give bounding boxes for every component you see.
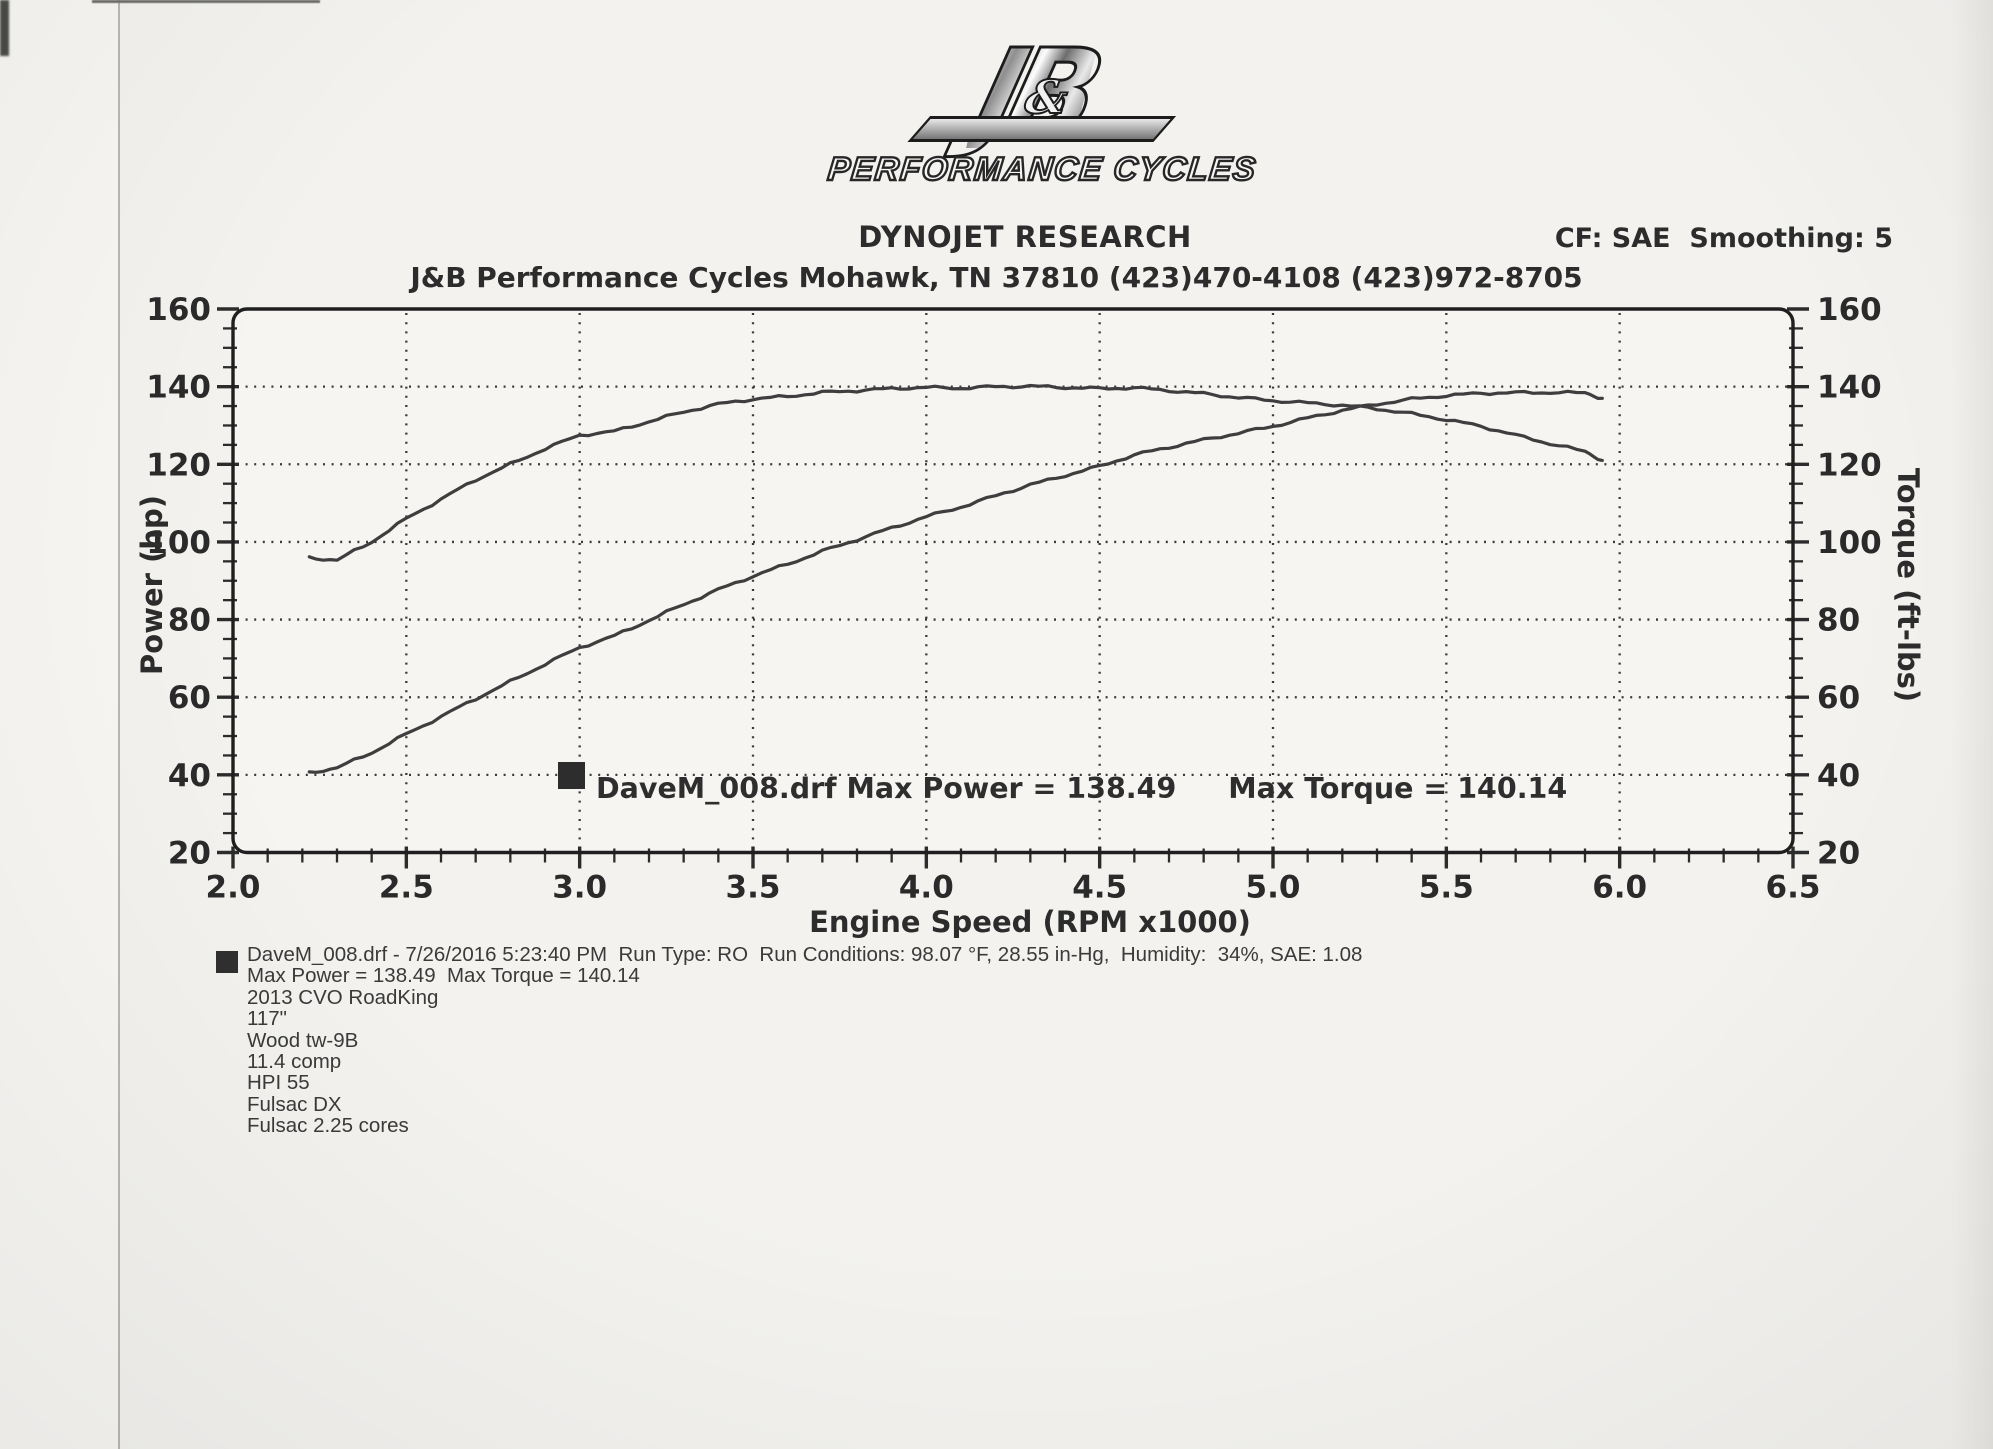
- y-tick-label-left: 100: [146, 525, 211, 561]
- y-tick-label-left: 140: [146, 370, 211, 406]
- x-tick-label: 2.0: [206, 870, 261, 906]
- y-tick-label-right: 120: [1817, 447, 1882, 483]
- run-info-line: HPI 55: [247, 1071, 310, 1095]
- scan-fold-line: [118, 0, 120, 1449]
- run-info-line: 117": [247, 1007, 287, 1031]
- run-info-line: DaveM_008.drf - 7/26/2016 5:23:40 PM Run…: [247, 943, 1363, 966]
- run-info-block: DaveM_008.drf - 7/26/2016 5:23:40 PM Run…: [247, 944, 1362, 1137]
- y-tick-label-left: 60: [168, 680, 211, 716]
- y-axis-label-power: Power (hp): [135, 495, 169, 675]
- scan-margin-strip: [0, 0, 118, 1449]
- run-legend-swatch: [216, 951, 238, 973]
- x-tick-label: 4.5: [1072, 870, 1127, 906]
- y-tick-label-right: 80: [1817, 603, 1860, 639]
- run-info-line: Fulsac DX: [247, 1092, 342, 1116]
- y-tick-label-right: 100: [1817, 525, 1882, 561]
- scan-corner-artifact: [0, 0, 9, 56]
- run-info-line: 11.4 comp: [247, 1050, 342, 1074]
- x-tick-label: 4.0: [899, 870, 954, 906]
- x-tick-label: 5.5: [1419, 870, 1474, 906]
- shop-title-line: J&B Performance Cycles Mohawk, TN 37810 …: [410, 261, 1583, 294]
- legend-max-values: DaveM_008.drf Max Power = 138.49 Max Torq…: [596, 772, 1567, 805]
- run-info-line: Max Power = 138.49 Max Torque = 140.14: [247, 964, 640, 988]
- legend-maxtorque: Max Torque = 140.14: [1228, 772, 1568, 805]
- y-tick-label-right: 160: [1817, 292, 1882, 328]
- x-tick-label: 2.5: [379, 870, 434, 906]
- plot-background: [233, 309, 1793, 853]
- y-tick-label-right: 140: [1817, 370, 1882, 406]
- y-tick-label-left: 40: [168, 758, 211, 794]
- y-tick-label-right: 60: [1817, 680, 1860, 716]
- x-tick-label: 6.5: [1766, 870, 1821, 906]
- dynojet-research-line: DYNOJET RESEARCH: [858, 220, 1192, 254]
- x-tick-label: 5.0: [1246, 870, 1301, 906]
- x-tick-label: 3.0: [552, 870, 607, 906]
- y-tick-label-left: 120: [146, 447, 211, 483]
- x-axis-label-rpm: Engine Speed (RPM x1000): [809, 905, 1251, 939]
- legend-swatch: [558, 762, 585, 789]
- plot-frame: [231, 307, 1795, 855]
- y-tick-label-left: 20: [168, 836, 211, 872]
- scan-top-edge-artifact: [92, 0, 320, 3]
- y-axis-label-torque: Torque (ft-lbs): [1891, 467, 1925, 703]
- y-tick-label-left: 80: [168, 603, 211, 639]
- legend-file-maxpower: DaveM_008.drf Max Power = 138.49: [596, 772, 1177, 805]
- power_hp-curve: [307, 389, 1604, 774]
- cf-sae-smoothing-line: CF: SAE Smoothing: 5: [1554, 223, 1893, 254]
- y-tick-label-left: 160: [146, 292, 211, 328]
- run-info-line: 2013 CVO RoadKing: [247, 985, 439, 1009]
- y-tick-label-right: 40: [1817, 758, 1860, 794]
- x-tick-label: 6.0: [1592, 870, 1647, 906]
- x-tick-label: 3.5: [726, 870, 781, 906]
- y-tick-label-right: 20: [1817, 836, 1860, 872]
- run-info-line: Wood tw-9B: [247, 1028, 359, 1052]
- run-info-line: Fulsac 2.25 cores: [247, 1114, 409, 1138]
- torque_ftlbs-curve: [307, 383, 1604, 562]
